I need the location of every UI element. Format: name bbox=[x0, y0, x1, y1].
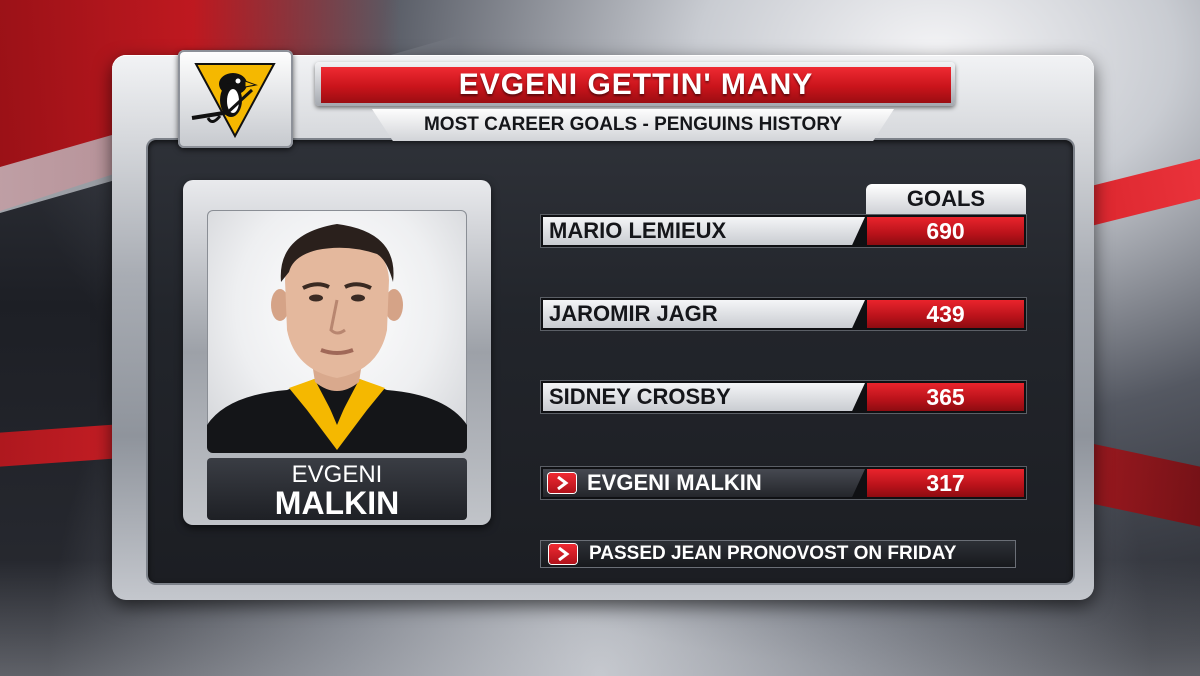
goals-column-header: GOALS bbox=[866, 184, 1026, 214]
player-name: EVGENI MALKIN bbox=[543, 469, 865, 497]
graphic-subtitle: MOST CAREER GOALS - PENGUINS HISTORY bbox=[372, 109, 894, 141]
player-photo bbox=[207, 210, 467, 453]
team-logo bbox=[178, 50, 293, 148]
player-name: JAROMIR JAGR bbox=[543, 300, 865, 328]
goals-value: 365 bbox=[867, 383, 1024, 411]
table-row: MARIO LEMIEUX 690 bbox=[541, 215, 1026, 247]
player-name: MARIO LEMIEUX bbox=[543, 217, 865, 245]
player-first-name: EVGENI bbox=[291, 461, 383, 488]
table-row-highlighted: EVGENI MALKIN 317 bbox=[541, 467, 1026, 499]
player-nameplate: EVGENI MALKIN bbox=[207, 458, 467, 520]
table-row: SIDNEY CROSBY 365 bbox=[541, 381, 1026, 413]
player-headshot-image bbox=[207, 224, 467, 453]
table-row: JAROMIR JAGR 439 bbox=[541, 298, 1026, 330]
chevron-right-icon bbox=[548, 473, 576, 493]
chevron-right-icon bbox=[549, 544, 577, 564]
goals-value: 690 bbox=[867, 217, 1024, 245]
penguins-logo-icon bbox=[191, 63, 276, 139]
goals-value: 317 bbox=[867, 469, 1024, 497]
graphic-title: EVGENI GETTIN' MANY bbox=[321, 67, 951, 103]
footnote: PASSED JEAN PRONOVOST ON FRIDAY bbox=[541, 541, 1015, 567]
goals-value: 439 bbox=[867, 300, 1024, 328]
player-last-name: MALKIN bbox=[274, 485, 400, 521]
player-name: SIDNEY CROSBY bbox=[543, 383, 865, 411]
footnote-text: PASSED JEAN PRONOVOST ON FRIDAY bbox=[589, 543, 957, 564]
